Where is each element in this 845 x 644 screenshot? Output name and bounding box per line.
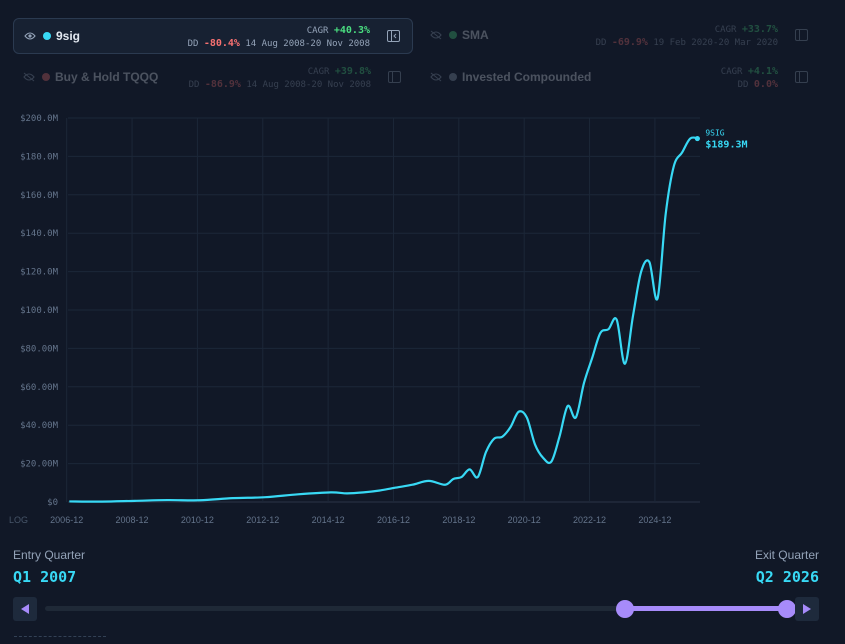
- y-tick-label: $40.00M: [20, 421, 59, 431]
- series-end-point: [694, 135, 700, 142]
- x-tick-label: 2006-12: [50, 515, 83, 525]
- y-tick-label: $180.0M: [20, 152, 59, 162]
- entry-range-handle[interactable]: [616, 600, 634, 618]
- legend-name: SMA: [462, 28, 489, 42]
- series-end-label: 9SIG: [705, 129, 724, 138]
- legend-card-invested[interactable]: Invested Compounded CAGR +4.1% DD 0.0%: [420, 60, 820, 96]
- x-tick-label: 2018-12: [442, 515, 475, 525]
- series-color-dot: [43, 32, 51, 40]
- drawdown-stat: DD -80.4% 14 Aug 2008-20 Nov 2008: [187, 38, 370, 49]
- y-tick-label: $80.00M: [20, 344, 59, 354]
- portfolio-chart[interactable]: $0 $20.00M $40.00M $60.00M $80.00M $100.0M $12…: [0, 108, 845, 538]
- legend-card-sma[interactable]: SMA CAGR +33.7% DD -69.9% 19 Feb 2020-20…: [420, 18, 820, 54]
- eye-off-icon[interactable]: [23, 72, 35, 82]
- panel-collapse-icon[interactable]: [795, 29, 808, 41]
- y-tick-label: $60.00M: [20, 383, 59, 393]
- entry-quarter-label: Entry Quarter: [13, 548, 86, 562]
- y-tick-label: $140.0M: [20, 229, 59, 239]
- x-tick-label: 2014-12: [312, 515, 345, 525]
- legend-name: Buy & Hold TQQQ: [55, 70, 159, 84]
- x-tick-label: 2012-12: [246, 515, 279, 525]
- x-tick-label: 2022-12: [573, 515, 606, 525]
- legend-card-9sig[interactable]: 9sig CAGR +40.3% DD -80.4% 14 Aug 2008-2…: [13, 18, 413, 54]
- slider-next-button[interactable]: [795, 597, 819, 621]
- eye-icon[interactable]: [24, 31, 36, 41]
- cagr-stat: CAGR +4.1%: [720, 66, 778, 77]
- eye-off-icon[interactable]: [430, 72, 442, 82]
- exit-quarter-value: Q2 2026: [755, 568, 819, 586]
- series-end-value: $189.3M: [705, 140, 747, 151]
- x-tick-label: 2008-12: [116, 515, 149, 525]
- exit-range-handle[interactable]: [778, 600, 796, 618]
- triangle-left-icon: [21, 604, 29, 614]
- series-line-9sig: [69, 136, 699, 503]
- panel-collapse-icon[interactable]: [795, 71, 808, 83]
- x-tick-label: 2016-12: [377, 515, 410, 525]
- y-tick-label: $120.0M: [20, 268, 59, 278]
- log-scale-toggle[interactable]: LOG: [9, 515, 28, 525]
- drawdown-stat: DD -86.9% 14 Aug 2008-20 Nov 2008: [188, 79, 371, 90]
- legend-name: 9sig: [56, 29, 81, 43]
- eye-off-icon[interactable]: [430, 30, 442, 40]
- x-tick-label: 2010-12: [181, 515, 214, 525]
- legend-card-buy-hold[interactable]: Buy & Hold TQQQ CAGR +39.8% DD -86.9% 14…: [13, 60, 413, 96]
- legend-name: Invested Compounded: [462, 70, 592, 84]
- series-color-dot: [42, 73, 50, 81]
- y-tick-label: $200.0M: [20, 114, 59, 124]
- cagr-stat: CAGR +40.3%: [306, 25, 370, 36]
- y-tick-label: $100.0M: [20, 306, 59, 316]
- panel-collapse-icon[interactable]: [387, 30, 400, 42]
- quarter-range-track[interactable]: [45, 606, 789, 611]
- quarter-range-fill: [625, 606, 787, 611]
- drawdown-stat: DD -69.9% 19 Feb 2020-20 Mar 2020: [595, 37, 778, 48]
- divider: [14, 636, 106, 637]
- y-tick-label: $20.00M: [20, 460, 59, 470]
- slider-prev-button[interactable]: [13, 597, 37, 621]
- panel-collapse-icon[interactable]: [388, 71, 401, 83]
- entry-quarter-value: Q1 2007: [13, 568, 77, 586]
- series-color-dot: [449, 73, 457, 81]
- cagr-stat: CAGR +39.8%: [307, 66, 371, 77]
- y-tick-label: $160.0M: [20, 191, 59, 201]
- triangle-right-icon: [803, 604, 811, 614]
- drawdown-stat: DD 0.0%: [737, 79, 778, 90]
- cagr-stat: CAGR +33.7%: [714, 24, 778, 35]
- series-color-dot: [449, 31, 457, 39]
- y-tick-label: $0: [47, 498, 58, 508]
- x-tick-label: 2020-12: [508, 515, 541, 525]
- exit-quarter-label: Exit Quarter: [754, 548, 819, 562]
- x-tick-label: 2024-12: [638, 515, 671, 525]
